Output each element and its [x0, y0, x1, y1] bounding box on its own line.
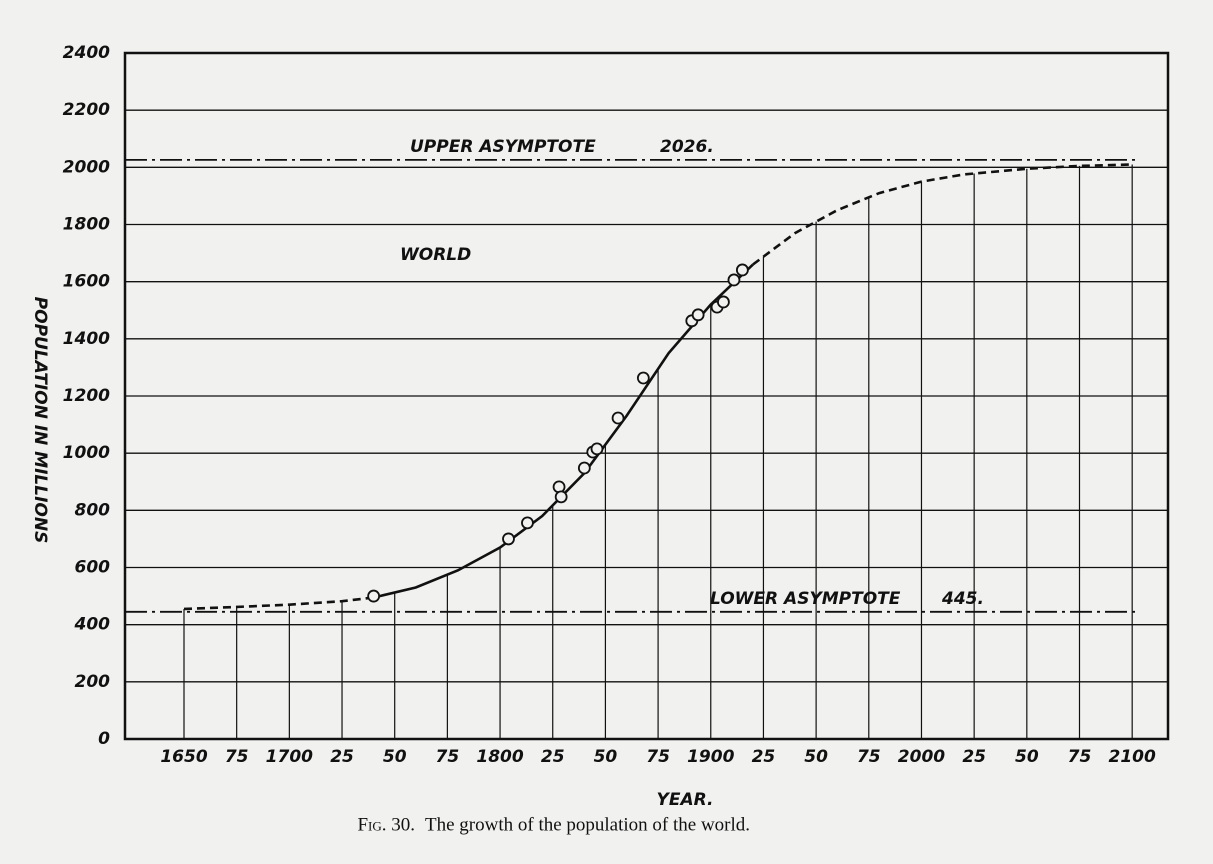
annotation: WORLD	[400, 245, 471, 265]
y-tick-label: 600	[75, 558, 111, 578]
x-axis-label: YEAR.	[657, 790, 714, 810]
x-tick-label: 75	[225, 747, 249, 767]
plot-frame	[123, 51, 1170, 741]
observation	[367, 589, 381, 603]
observation	[735, 263, 749, 277]
x-tick-label: 50	[1015, 747, 1039, 767]
x-tick-label: 25	[962, 747, 986, 767]
caption: The growth of the population of the worl…	[425, 814, 750, 835]
x-tick-label: 75	[857, 747, 881, 767]
asymptote-value-label: 445.	[941, 589, 984, 609]
y-tick-label: 400	[74, 615, 111, 635]
y-tick-label: 2400	[63, 43, 110, 63]
observation	[691, 308, 705, 322]
x-tick-label: 75	[436, 747, 460, 767]
x-tick-label: 25	[330, 747, 354, 767]
y-tick-label: 1200	[63, 386, 110, 406]
observation	[717, 295, 730, 309]
observation	[521, 516, 534, 530]
observation	[502, 532, 515, 546]
curve	[183, 596, 374, 611]
y-tick-label: 200	[75, 672, 111, 692]
y-tick-label: 1800	[63, 215, 110, 235]
curve	[752, 163, 1133, 266]
y-tick-label: 1000	[63, 443, 110, 463]
observation	[590, 442, 604, 456]
x-tick-label: 2100	[1109, 747, 1156, 767]
x-tick-label: 75	[1068, 747, 1092, 767]
y-tick-label: 2200	[63, 100, 110, 120]
x-tick-label: 25	[541, 747, 565, 767]
y-axis-label: POPULATION IN MILLIONS	[30, 297, 50, 544]
x-tick-label: 25	[752, 747, 776, 767]
x-tick-label: 50	[804, 747, 828, 767]
asymptote-value-label: 2026.	[660, 137, 714, 157]
x-tick-label: 1700	[266, 747, 313, 767]
y-tick-label: 2000	[63, 157, 110, 177]
y-tick-label: 800	[75, 500, 111, 520]
x-tick-label: 1900	[687, 747, 734, 767]
y-tick-label: 1600	[63, 272, 110, 292]
observation	[636, 371, 650, 385]
y-tick-label: 1400	[63, 329, 110, 349]
x-tick-label: 1800	[476, 747, 523, 767]
x-tick-label: 50	[594, 747, 618, 767]
observation	[554, 490, 568, 504]
asymptote-label: LOWER ASYMPTOTE	[710, 589, 901, 609]
observation	[577, 461, 591, 475]
observation	[727, 273, 741, 287]
x-tick-label: 1650	[160, 747, 207, 767]
y-tick-label: 0	[98, 729, 110, 749]
x-tick-label: 75	[646, 747, 670, 767]
caption-label: Fig. 30.	[357, 814, 415, 835]
x-tick-label: 2000	[898, 747, 945, 767]
asymptote-label: UPPER ASYMPTOTE	[410, 137, 596, 157]
x-tick-label: 50	[383, 747, 407, 767]
observation	[611, 411, 625, 425]
